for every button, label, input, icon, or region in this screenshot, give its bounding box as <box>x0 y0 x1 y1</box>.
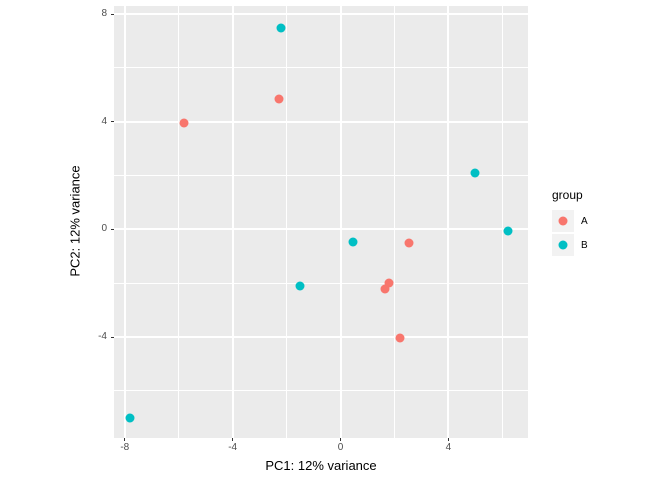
data-point-group-A <box>380 284 390 294</box>
data-point-group-A <box>404 238 414 248</box>
plot-panel <box>114 6 528 438</box>
x-tick-label-4: 4 <box>445 442 452 453</box>
gridline-minor-x--6 <box>178 6 180 438</box>
legend-entry-B: B <box>552 234 588 256</box>
gridline-minor-x-2 <box>393 6 395 438</box>
y-tick-label--4: -4 <box>98 331 107 343</box>
legend-key-B <box>552 234 574 256</box>
x-tick-mark-4 <box>447 438 449 441</box>
legend-title: group <box>552 188 583 202</box>
y-axis-title: PC2: 12% variance <box>67 165 83 277</box>
y-tick-label-4: 4 <box>101 115 107 127</box>
legend-label-A: A <box>581 215 588 227</box>
data-point-group-B <box>470 168 480 178</box>
gridline-major-y-0 <box>114 228 528 231</box>
gridline-minor-y-2 <box>114 175 528 177</box>
data-point-group-B <box>503 226 513 236</box>
data-point-group-B <box>125 413 135 423</box>
x-tick-mark--4 <box>232 438 234 441</box>
y-tick-mark-0 <box>111 228 114 230</box>
legend-key-A <box>552 210 574 232</box>
y-tick-label-8: 8 <box>101 8 107 20</box>
gridline-minor-x--2 <box>286 6 288 438</box>
gridline-major-y-8 <box>114 13 528 16</box>
y-tick-label-0: 0 <box>101 223 107 235</box>
gridline-minor-y-6 <box>114 67 528 69</box>
gridline-major-x--8 <box>123 6 126 438</box>
gridline-major-y--4 <box>114 336 528 339</box>
legend-entry-A: A <box>552 210 588 232</box>
x-tick-label--4: -4 <box>228 442 238 453</box>
data-point-group-A <box>179 118 189 128</box>
legend-label-B: B <box>581 239 588 251</box>
gridline-minor-y--2 <box>114 282 528 284</box>
legend-dot-A-icon <box>558 216 568 226</box>
x-tick-mark-0 <box>340 438 342 441</box>
gridline-major-x-4 <box>447 6 450 438</box>
data-point-group-A <box>384 278 394 288</box>
x-tick-label-0: 0 <box>337 442 344 453</box>
data-point-group-B <box>295 281 305 291</box>
y-tick-mark--4 <box>111 336 114 338</box>
gridline-minor-y--6 <box>114 390 528 392</box>
gridline-major-x-0 <box>339 6 342 438</box>
data-point-group-B <box>348 237 358 246</box>
x-tick-label--8: -8 <box>120 442 130 453</box>
data-point-group-B <box>276 23 286 33</box>
x-axis-title: PC1: 12% variance <box>265 458 377 473</box>
y-tick-mark-8 <box>111 13 114 15</box>
gridline-minor-x-6 <box>501 6 503 438</box>
data-point-group-A <box>395 333 405 343</box>
gridline-major-x--4 <box>231 6 234 438</box>
legend-dot-B-icon <box>558 240 568 250</box>
data-point-group-A <box>274 94 284 104</box>
y-tick-mark-4 <box>111 121 114 123</box>
gridline-major-y-4 <box>114 120 528 123</box>
x-tick-mark--8 <box>124 438 126 441</box>
